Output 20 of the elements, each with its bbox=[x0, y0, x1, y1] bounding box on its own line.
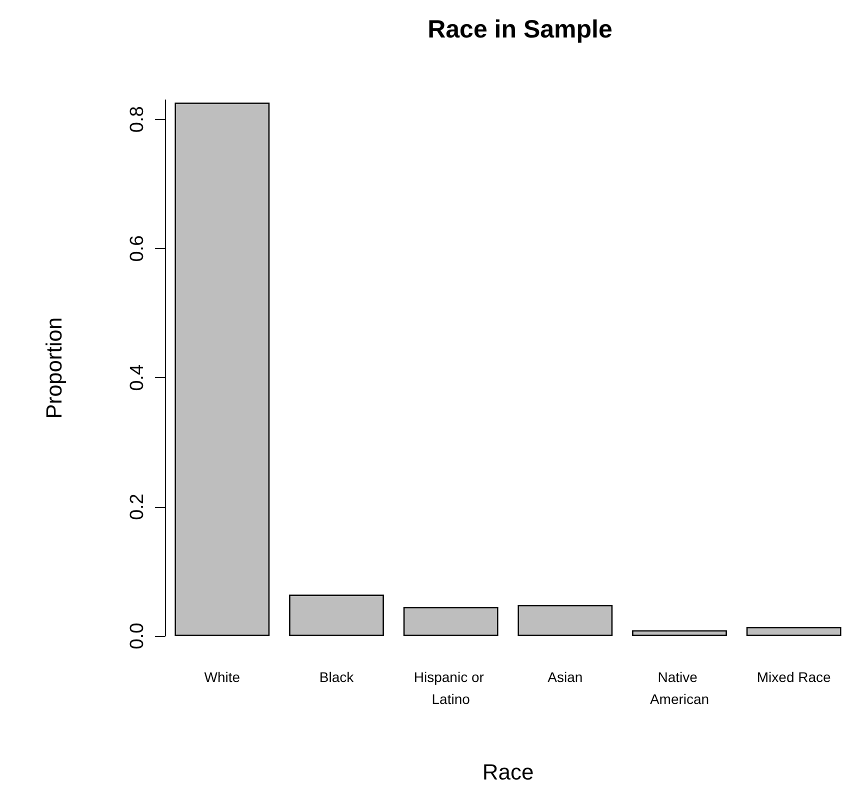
bar bbox=[632, 630, 727, 636]
y-tick-label: 0.4 bbox=[127, 364, 148, 391]
x-tick-label: Native American bbox=[650, 669, 710, 707]
bar bbox=[174, 102, 270, 636]
bar bbox=[403, 606, 498, 636]
y-tick-label: 0.6 bbox=[127, 235, 148, 262]
x-tick-label: Black bbox=[319, 669, 355, 685]
bar bbox=[746, 626, 842, 636]
y-tick-label: 0.2 bbox=[127, 494, 148, 520]
bar bbox=[518, 605, 613, 636]
y-tick-label: 0.8 bbox=[127, 106, 148, 133]
x-tick-label: White bbox=[204, 669, 240, 685]
chart-title: Race in Sample bbox=[428, 16, 612, 44]
x-tick-label: Hispanic or Latino bbox=[414, 669, 488, 707]
x-axis-title: Race bbox=[482, 760, 534, 784]
x-tick-label: Asian bbox=[548, 669, 583, 685]
y-tick-label: 0.0 bbox=[127, 622, 148, 650]
x-tick-label: Mixed Race bbox=[756, 669, 832, 685]
y-axis-title: Proportion bbox=[42, 317, 66, 419]
bar bbox=[289, 594, 384, 636]
